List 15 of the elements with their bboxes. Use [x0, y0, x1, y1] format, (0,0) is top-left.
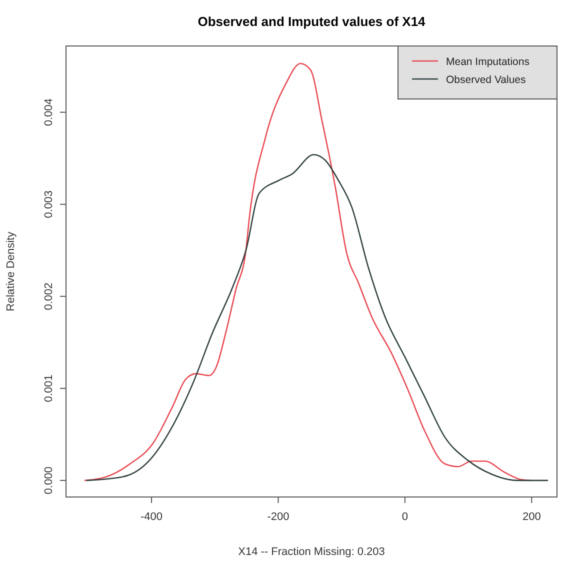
x-tick-label: -400: [140, 511, 163, 523]
y-axis-title: Relative Density: [5, 231, 17, 312]
x-tick-label: 0: [402, 511, 408, 523]
line-series: [86, 154, 548, 482]
legend-label: Mean Imputations: [446, 56, 530, 68]
legend-label: Observed Values: [446, 74, 526, 86]
y-tick-label: 0.001: [43, 374, 55, 402]
y-tick-label: 0.000: [43, 466, 55, 494]
y-tick-label: 0.004: [43, 98, 55, 126]
chart-title: Observed and Imputed values of X14: [198, 14, 426, 29]
x-axis-title: X14 -- Fraction Missing: 0.203: [238, 546, 385, 558]
y-tick-label: 0.002: [43, 282, 55, 310]
y-tick-label: 0.003: [43, 190, 55, 218]
x-tick-label: 200: [522, 511, 541, 523]
x-tick-label: -200: [267, 511, 290, 523]
